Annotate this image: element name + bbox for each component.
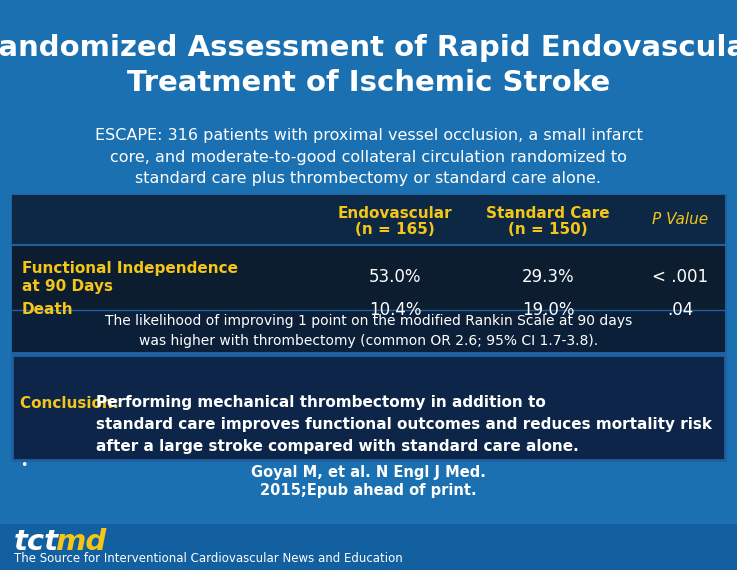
Text: .04: .04 bbox=[667, 301, 693, 319]
Text: at 90 Days: at 90 Days bbox=[22, 279, 113, 294]
Text: 10.4%: 10.4% bbox=[368, 301, 422, 319]
Text: Functional Independence: Functional Independence bbox=[22, 261, 238, 276]
Bar bbox=[0, 524, 737, 570]
Bar bbox=[12, 355, 725, 460]
Bar bbox=[12, 195, 725, 352]
Bar bbox=[12, 195, 725, 245]
Text: The likelihood of improving 1 point on the modified Rankin Scale at 90 days
was : The likelihood of improving 1 point on t… bbox=[105, 314, 632, 348]
Text: Conclusion:: Conclusion: bbox=[20, 396, 125, 410]
Text: tct: tct bbox=[14, 528, 59, 556]
Text: Endovascular: Endovascular bbox=[338, 206, 453, 221]
Text: P Value: P Value bbox=[652, 213, 708, 227]
Text: ESCAPE: 316 patients with proximal vessel occlusion, a small infarct
core, and m: ESCAPE: 316 patients with proximal vesse… bbox=[94, 128, 643, 186]
Text: The Source for Interventional Cardiovascular News and Education: The Source for Interventional Cardiovasc… bbox=[14, 552, 402, 564]
Text: 29.3%: 29.3% bbox=[522, 268, 574, 287]
Text: < .001: < .001 bbox=[652, 268, 708, 287]
Text: 19.0%: 19.0% bbox=[522, 301, 574, 319]
Text: Standard Care: Standard Care bbox=[486, 206, 609, 221]
Bar bbox=[12, 245, 725, 310]
Text: (n = 150): (n = 150) bbox=[509, 222, 588, 238]
Bar bbox=[12, 310, 725, 352]
Text: Goyal M, et al. N Engl J Med.: Goyal M, et al. N Engl J Med. bbox=[251, 466, 486, 481]
Text: 2015;Epub ahead of print.: 2015;Epub ahead of print. bbox=[260, 482, 477, 498]
Text: Randomized Assessment of Rapid Endovascular: Randomized Assessment of Rapid Endovascu… bbox=[0, 34, 737, 62]
Text: (n = 165): (n = 165) bbox=[355, 222, 435, 238]
Text: Performing mechanical thrombectomy in addition to
standard care improves functio: Performing mechanical thrombectomy in ad… bbox=[96, 396, 712, 454]
Text: md: md bbox=[55, 528, 106, 556]
Text: •: • bbox=[20, 458, 27, 471]
Text: Death: Death bbox=[22, 303, 74, 317]
Text: 53.0%: 53.0% bbox=[368, 268, 422, 287]
Text: Treatment of Ischemic Stroke: Treatment of Ischemic Stroke bbox=[127, 69, 610, 97]
